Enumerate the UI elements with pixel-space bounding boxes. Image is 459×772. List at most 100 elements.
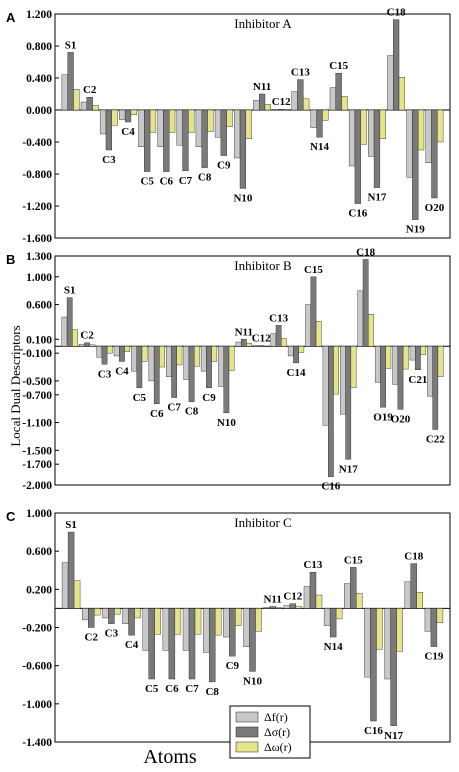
bar-c2-series-1 [82,608,89,621]
atom-label: C22 [426,433,445,445]
bar-c7-series-2 [171,346,177,398]
atom-label: C8 [205,686,219,698]
bar-c8-series-3 [214,608,222,636]
bar-c3-series-2 [105,109,112,151]
atom-label: C3 [105,628,119,640]
bar-c4-series-1 [122,608,129,624]
bar-c2-series-3 [89,344,96,347]
bar-c15-series-3 [315,321,322,347]
bar-c6-series-1 [148,346,155,382]
panel-title: Inhibitor C [234,515,291,530]
bar-n14-series-1 [323,608,331,626]
bar-c3-series-3 [106,346,113,354]
bar-n14-series-3 [322,109,329,121]
bar-c21-series-3 [420,346,426,355]
bar-o20-series-2 [397,346,404,410]
y-tick-label: -0.100 [22,348,52,360]
y-tick-label: -1.500 [22,445,52,457]
plot-frame [54,255,451,486]
bar-c3-series-3 [114,608,121,615]
bar-c8-series-3 [194,346,200,367]
atom-label: O20 [391,413,411,425]
bar-s1-series-2 [67,531,75,609]
bar-c6-series-1 [162,608,170,651]
bar-c5-series-3 [141,346,148,362]
bar-c15-series-3 [341,96,348,111]
panel-letter: B [6,252,15,267]
y-tick-label: -1.700 [22,459,52,471]
atom-label: C15 [329,60,348,72]
y-tick-label: -0.600 [22,661,52,673]
bar-n10-series-3 [245,109,252,139]
atom-label: C13 [269,312,288,324]
atom-label: C2 [85,632,99,644]
y-tick-label: 1.200 [26,9,52,21]
bar-c4-series-1 [113,346,120,357]
bar-c15-series-2 [310,276,317,347]
atom-label: C7 [179,175,193,187]
bar-c3-series-1 [102,608,109,619]
bar-n11-series-2 [240,339,247,347]
y-axis-title: Local Dual Descriptors [8,325,23,446]
bar-c2-series-2 [86,96,93,111]
bar-c9-series-3 [211,346,218,362]
panel-c: C Inhibitor C 1.000 0.600 0.200 -0.200 -0.600 -… [6,508,451,749]
bar-c9-series-1 [223,608,230,638]
bar-s1-series-1 [61,562,69,609]
bar-c2-series-2 [88,608,95,628]
bar-c12-series-3 [283,108,291,111]
atom-label: C12 [272,96,291,108]
bar-n11-series-3 [264,104,271,111]
atom-label: C7 [167,402,181,414]
bar-o19-series-1 [374,346,381,383]
atom-label: N10 [233,192,252,204]
atom-label: C6 [160,176,174,188]
bar-c2-series-3 [92,104,99,111]
plot-frame [54,13,451,239]
bar-c13-series-2 [297,79,304,111]
bar-c16-series-2 [328,346,334,477]
atom-label: C4 [115,365,129,377]
atom-label: N10 [217,417,236,429]
y-tick-label: -0.800 [22,169,52,181]
bar-c16-series-3 [360,109,367,145]
y-tick-label: -1.100 [22,418,52,430]
bar-n17-series-1 [368,109,375,157]
y-tick-label: -0.700 [22,390,52,402]
bar-n11-series-3 [246,343,252,347]
bar-c5-series-1 [131,346,137,372]
atom-label: C18 [387,7,406,19]
bar-c14-series-1 [287,346,294,357]
bar-s1-series-3 [73,88,80,111]
bar-n11-series-3 [275,607,282,609]
bar-c2-series-1 [79,343,85,347]
bar-n10-series-3 [255,608,262,632]
bar-c16-series-3 [333,346,339,395]
atom-label: C9 [202,392,216,404]
y-tick-label: 1.000 [26,272,52,284]
y-tick-label: 0.600 [26,546,52,558]
atom-label: C15 [304,264,323,276]
bar-c13-series-1 [270,333,277,347]
bar-c14-series-3 [298,346,305,353]
bar-n11-series-1 [263,607,270,609]
bar-c15-series-2 [335,72,342,111]
legend-swatch [235,726,259,738]
bar-n14-series-2 [316,109,323,138]
panel-title: Inhibitor A [234,16,292,31]
bar-c15-series-1 [329,87,336,111]
bar-c9-series-1 [214,109,222,138]
bar-c5-series-1 [142,608,149,651]
atom-label: N14 [310,141,329,153]
bar-c9-series-3 [226,109,233,127]
atom-label: C3 [102,154,116,166]
bar-c16-series-1 [348,109,356,167]
bar-c4-series-3 [124,346,131,352]
bar-c18-series-2 [410,563,417,609]
bar-o20-series-1 [392,346,399,385]
x-axis-title: Atoms [143,746,197,768]
bar-n10-series-2 [239,109,247,189]
y-tick-label: 1.000 [26,508,52,520]
bar-o20-series-3 [402,346,409,370]
atom-label: O19 [373,411,393,423]
